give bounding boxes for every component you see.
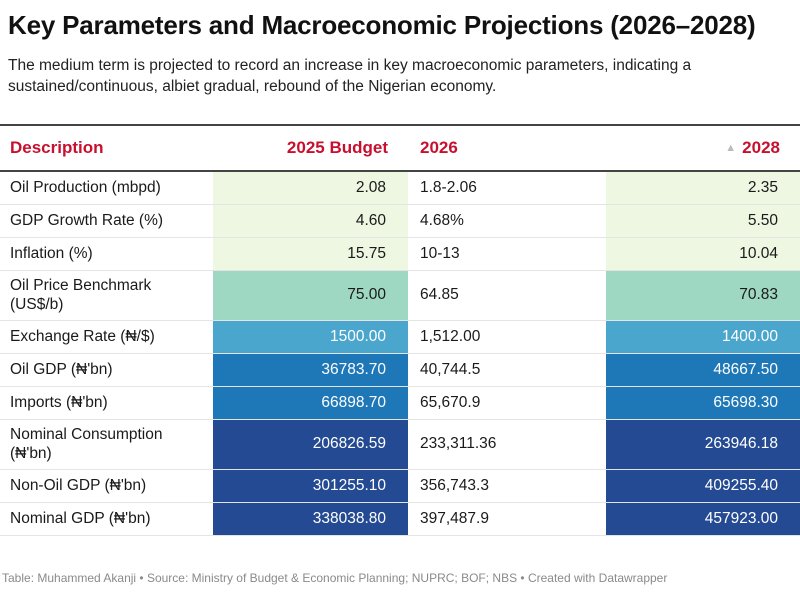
column-header-2026[interactable]: 2026 [408,124,606,172]
cell-2028: 65698.30 [606,386,800,420]
cell-2028: 457923.00 [606,502,800,536]
cell-2028: 48667.50 [606,353,800,387]
source-footer: Table: Muhammed Akanji • Source: Ministr… [2,571,668,585]
cell-2026: 64.85 [408,270,606,321]
macro-projections-table: Description 2025 Budget 2026 ▲ 2028 Oil P… [0,124,800,536]
cell-2028: 5.50 [606,204,800,238]
column-header-2028-label: 2028 [742,138,780,157]
table-row: GDP Growth Rate (%) 4.60 4.68% 5.50 [0,204,800,238]
cell-2028: 263946.18 [606,419,800,470]
cell-2026: 397,487.9 [408,502,606,536]
cell-description: Oil Production (mbpd) [0,171,213,205]
cell-description: Nominal GDP (₦'bn) [0,502,213,536]
cell-2025-budget: 2.08 [213,171,408,205]
cell-2025-budget: 1500.00 [213,320,408,354]
page-title: Key Parameters and Macroeconomic Project… [8,10,756,40]
cell-2028: 1400.00 [606,320,800,354]
column-header-2025-budget[interactable]: 2025 Budget [213,124,408,172]
cell-2026: 1,512.00 [408,320,606,354]
cell-description: Inflation (%) [0,237,213,271]
table-row: Inflation (%) 15.75 10-13 10.04 [0,237,800,271]
cell-2026: 4.68% [408,204,606,238]
column-header-2028[interactable]: ▲ 2028 [606,124,800,172]
table-header-row: Description 2025 Budget 2026 ▲ 2028 [0,124,800,172]
cell-2026: 233,311.36 [408,419,606,470]
cell-2025-budget: 338038.80 [213,502,408,536]
cell-2025-budget: 66898.70 [213,386,408,420]
cell-2026: 65,670.9 [408,386,606,420]
cell-description: Oil GDP (₦'bn) [0,353,213,387]
table-row: Nominal Consumption (₦'bn) 206826.59 233,3… [0,419,800,470]
cell-2025-budget: 75.00 [213,270,408,321]
table-row: Oil GDP (₦'bn) 36783.70 40,744.5 48667.50 [0,353,800,387]
cell-description: Non-Oil GDP (₦'bn) [0,469,213,503]
column-header-description[interactable]: Description [0,124,213,172]
cell-description: Exchange Rate (₦/$) [0,320,213,354]
page-subtitle: The medium term is projected to record a… [8,57,692,95]
cell-description: GDP Growth Rate (%) [0,204,213,238]
cell-2028: 70.83 [606,270,800,321]
cell-2026: 10-13 [408,237,606,271]
table-row: Oil Price Benchmark (US$/b) 75.00 64.85 70.… [0,270,800,321]
cell-2028: 10.04 [606,237,800,271]
cell-2026: 356,743.3 [408,469,606,503]
cell-2025-budget: 36783.70 [213,353,408,387]
cell-2026: 40,744.5 [408,353,606,387]
cell-2028: 409255.40 [606,469,800,503]
cell-2025-budget: 206826.59 [213,419,408,470]
cell-description: Oil Price Benchmark (US$/b) [0,270,213,321]
table-row: Non-Oil GDP (₦'bn) 301255.10 356,743.3 4092… [0,469,800,503]
table-row: Oil Production (mbpd) 2.08 1.8-2.06 2.35 [0,171,800,205]
cell-2025-budget: 301255.10 [213,469,408,503]
cell-description: Imports (₦'bn) [0,386,213,420]
table-row: Nominal GDP (₦'bn) 338038.80 397,487.9 4579… [0,502,800,536]
cell-2026: 1.8-2.06 [408,171,606,205]
table-body: Oil Production (mbpd) 2.08 1.8-2.06 2.35 GDP… [0,171,800,536]
cell-2025-budget: 15.75 [213,237,408,271]
table-row: Imports (₦'bn) 66898.70 65,670.9 65698.30 [0,386,800,420]
table-row: Exchange Rate (₦/$) 1500.00 1,512.00 1400.0… [0,320,800,354]
cell-2028: 2.35 [606,171,800,205]
sort-ascending-icon[interactable]: ▲ [725,142,737,154]
cell-description: Nominal Consumption (₦'bn) [0,419,213,470]
cell-2025-budget: 4.60 [213,204,408,238]
